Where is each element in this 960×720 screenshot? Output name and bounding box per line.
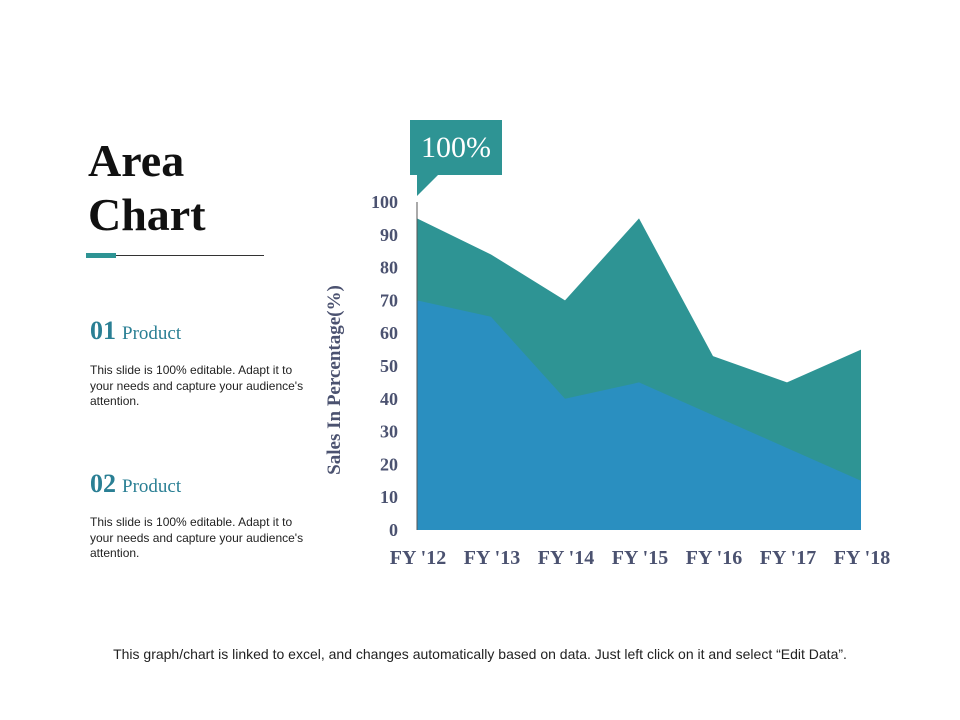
callout-box: 100% <box>410 120 502 175</box>
y-tick-label: 40 <box>380 389 398 409</box>
y-axis-title: Sales In Percentage(%) <box>324 285 345 475</box>
x-tick-label: FY '13 <box>464 547 520 569</box>
title-line-2: Chart <box>88 189 206 240</box>
item-1-number: 01 <box>90 316 116 345</box>
y-tick-label: 50 <box>380 356 398 376</box>
callout-pointer <box>417 174 439 196</box>
x-tick-label: FY '12 <box>390 547 446 569</box>
item-1-heading: 01 Product <box>90 316 181 346</box>
x-tick-label: FY '14 <box>538 547 594 569</box>
y-tick-label: 20 <box>380 454 398 474</box>
y-tick-label: 90 <box>380 225 398 245</box>
item-1-label: Product <box>122 323 182 344</box>
y-tick-label: 10 <box>380 487 398 507</box>
title-line-1: Area <box>88 135 185 186</box>
item-2-heading: 02 Product <box>90 469 181 499</box>
x-tick-label: FY '17 <box>760 547 816 569</box>
slide-title: Area Chart <box>88 134 308 242</box>
item-1-text: This slide is 100% editable. Adapt it to… <box>90 363 304 408</box>
title-accent-bar <box>86 253 116 258</box>
y-tick-label: 100 <box>371 192 398 212</box>
item-2-number: 02 <box>90 469 116 498</box>
x-tick-label: FY '16 <box>686 547 742 569</box>
x-tick-label: FY '18 <box>834 547 890 569</box>
title-underline <box>86 255 264 256</box>
area-series-2 <box>417 300 861 530</box>
y-tick-label: 30 <box>380 422 398 442</box>
item-2-text: This slide is 100% editable. Adapt it to… <box>90 515 304 560</box>
x-tick-label: FY '15 <box>612 547 668 569</box>
y-tick-label: 60 <box>380 323 398 343</box>
y-tick-label: 70 <box>380 290 398 310</box>
footer-note: This graph/chart is linked to excel, and… <box>113 646 847 662</box>
item-2-label: Product <box>122 476 182 497</box>
y-tick-label: 80 <box>380 258 398 278</box>
y-tick-label: 0 <box>389 520 398 540</box>
